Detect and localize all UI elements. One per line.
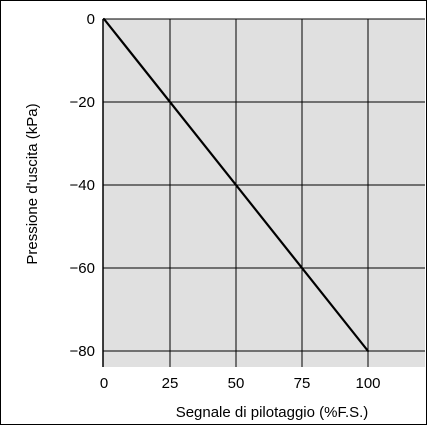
x-tick-label: 100: [355, 375, 380, 392]
y-tick-label: −60: [70, 260, 95, 277]
x-tick-label: 25: [162, 375, 179, 392]
y-tick-label: 0: [87, 11, 95, 28]
series-layer: [102, 17, 370, 353]
y-tick-label: −80: [70, 343, 95, 360]
plot-area: [103, 19, 425, 367]
x-tick-label: 0: [100, 375, 108, 392]
x-tick-label: 50: [228, 375, 245, 392]
y-tick-label: −20: [70, 94, 95, 111]
y-axis-title: Pressione d'uscita (kPa): [24, 103, 41, 264]
y-tick-label: −40: [70, 177, 95, 194]
tick-label-layer: 0 25 50 75 100 0 −20 −40 −60 −80: [70, 11, 381, 392]
grid-layer: [102, 18, 425, 367]
pressure-line: [102, 17, 370, 353]
x-axis-title: Segnale di pilotaggio (%F.S.): [176, 404, 369, 421]
x-tick-label: 75: [294, 375, 311, 392]
